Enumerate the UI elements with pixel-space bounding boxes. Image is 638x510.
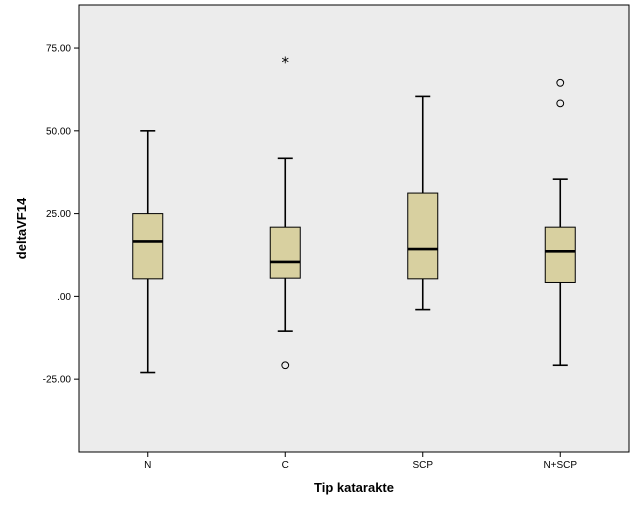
box-group-scp <box>407 95 439 311</box>
iqr-box <box>407 192 439 280</box>
outlier-point <box>281 361 290 370</box>
boxes: * <box>132 53 576 374</box>
extreme-point: * <box>282 53 290 71</box>
iqr-box <box>269 226 301 279</box>
y-tick-label: -25.00 <box>43 375 72 386</box>
iqr-box <box>544 226 576 283</box>
y-axis-ticks: -25.00 .00 25.00 50.00 75.00 <box>43 44 79 386</box>
plot-area <box>78 4 630 453</box>
x-axis-tick-labels: N C SCP N+SCP <box>144 452 577 471</box>
iqr-box <box>132 213 164 280</box>
y-axis-title: deltaVF14 <box>14 197 29 259</box>
box-group-c: * <box>269 53 301 370</box>
x-axis-title: Tip katarakte <box>314 480 394 495</box>
outlier-point <box>556 99 565 108</box>
y-tick-label: 50.00 <box>46 126 71 137</box>
x-tick-label: SCP <box>412 460 433 471</box>
box-group-n <box>132 130 164 374</box>
outlier-point <box>556 78 565 87</box>
x-tick-label: N+SCP <box>543 460 577 471</box>
y-tick-label: 25.00 <box>46 209 71 220</box>
y-tick-label: 75.00 <box>46 44 71 55</box>
x-tick-label: C <box>282 460 289 471</box>
y-tick-label: .00 <box>57 292 71 303</box>
x-tick-label: N <box>144 460 151 471</box>
box-group-n-scp <box>544 78 576 367</box>
